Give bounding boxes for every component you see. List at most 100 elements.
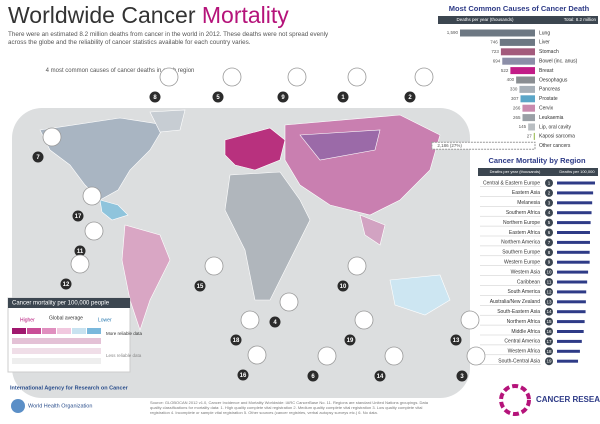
marker-ring [222,67,242,87]
region-number-badge [545,218,553,227]
legend-lower: Lower [98,317,112,323]
region-name: Central & Eastern Europe [483,180,540,186]
marker-number: 9 [281,95,285,101]
cause-bar [519,85,535,93]
marker-number: 18 [233,338,240,344]
region-number: 1 [548,180,551,185]
marker-ring [317,346,337,366]
cause-value: 265 [513,115,521,120]
cause-name: Kaposi sarcoma [539,134,575,140]
marker-ring [247,345,267,365]
region-name: South-Central Asia [498,359,540,365]
region-bar [557,300,586,304]
marker-number: 12 [63,282,70,288]
region-bar [557,201,593,205]
region-bar [557,250,590,254]
region-bar [557,359,579,363]
cause-value: 1,590 [447,30,459,35]
cause-bar [516,76,535,84]
region-name: Southern Europe [502,250,540,256]
marker-badge [277,91,289,103]
title: Worldwide Cancer Mortality [8,2,289,28]
region-name: South-Eastern Asia [497,309,540,315]
region-number-badge [545,278,553,286]
region-number-badge [545,337,553,346]
marker-ring [159,67,179,87]
marker-badge [212,91,224,103]
marker-ring [70,254,90,274]
region-number-badge [545,347,553,356]
marker-ring [42,127,62,147]
marker-badge [149,91,161,103]
who-emblem [11,399,25,413]
marker-number: 6 [311,374,315,380]
marker-number: 10 [340,284,347,290]
cause-value: 400 [507,77,515,82]
legend-average: Global average [49,315,83,321]
region-bar [557,211,592,215]
cause-name: Other cancers [539,143,571,149]
region-number-badge [545,238,553,247]
region-bar [557,270,589,274]
marker-badge [337,91,349,103]
region-bar [557,290,587,294]
region-bar [557,191,594,195]
causes-header [438,16,598,24]
marker-number: 15 [197,284,204,290]
region-bar [557,181,595,185]
marker-badge [269,316,281,328]
region-number-badge [545,317,553,326]
region-number-badge [545,327,553,336]
region-number: 9 [548,260,551,265]
cause-value: 330 [510,87,518,92]
cause-bar [499,38,535,46]
regions-axis-right: Deaths per 100,000 [559,169,595,174]
cause-bar [522,104,535,112]
marker-ring [347,67,367,87]
region-number: 6 [548,230,551,235]
cause-value: 145 [519,124,527,129]
region-number: 5 [548,220,551,225]
cause-value: 723 [491,49,499,54]
region-name: Australia/New Zealand [490,299,541,305]
region-name: Northern Europe [503,220,540,226]
cause-name: Lung [539,30,550,36]
region-bar [557,231,590,234]
region-name: Melanesia [517,200,540,206]
marker-ring [82,186,102,206]
causes-title: Most Common Causes of Cancer Death [449,4,590,13]
region-name: Eastern Asia [512,190,540,196]
marker-badge [230,334,242,346]
region-number: 17 [546,339,552,344]
region-number-badge [545,287,553,296]
cause-value: 694 [493,58,501,63]
cause-bar [510,67,535,75]
region-bar [557,339,582,343]
cause-value: 746 [490,40,498,45]
marker-number: 2 [408,95,412,101]
marker-number: 1 [341,95,345,101]
region-number-badge [545,258,553,267]
iarc-logo: International Agency for Research on Can… [10,385,129,391]
marker-number: 4 [273,320,277,326]
cause-value: 522 [501,68,509,73]
region-bar [557,221,591,225]
region-number: 4 [548,210,551,215]
causes-total: Total: 8.2 million [564,17,597,22]
cause-name: Oesophagus [539,77,568,83]
region-bar [557,330,584,333]
marker-ring [347,256,367,276]
region-name: Eastern Africa [509,230,540,236]
marker-ring [414,67,434,87]
region-bar [557,320,585,324]
marker-badge [32,151,44,163]
marker-ring [460,310,480,330]
region-name: Western Europe [504,260,540,266]
region-name: Caribbean [517,279,540,285]
marker-ring [204,256,224,276]
marker-badge [60,278,72,290]
region-number-badge [545,198,553,207]
cause-bar [431,141,536,150]
cause-name: Pancreas [539,87,561,93]
cause-bar [460,29,535,37]
